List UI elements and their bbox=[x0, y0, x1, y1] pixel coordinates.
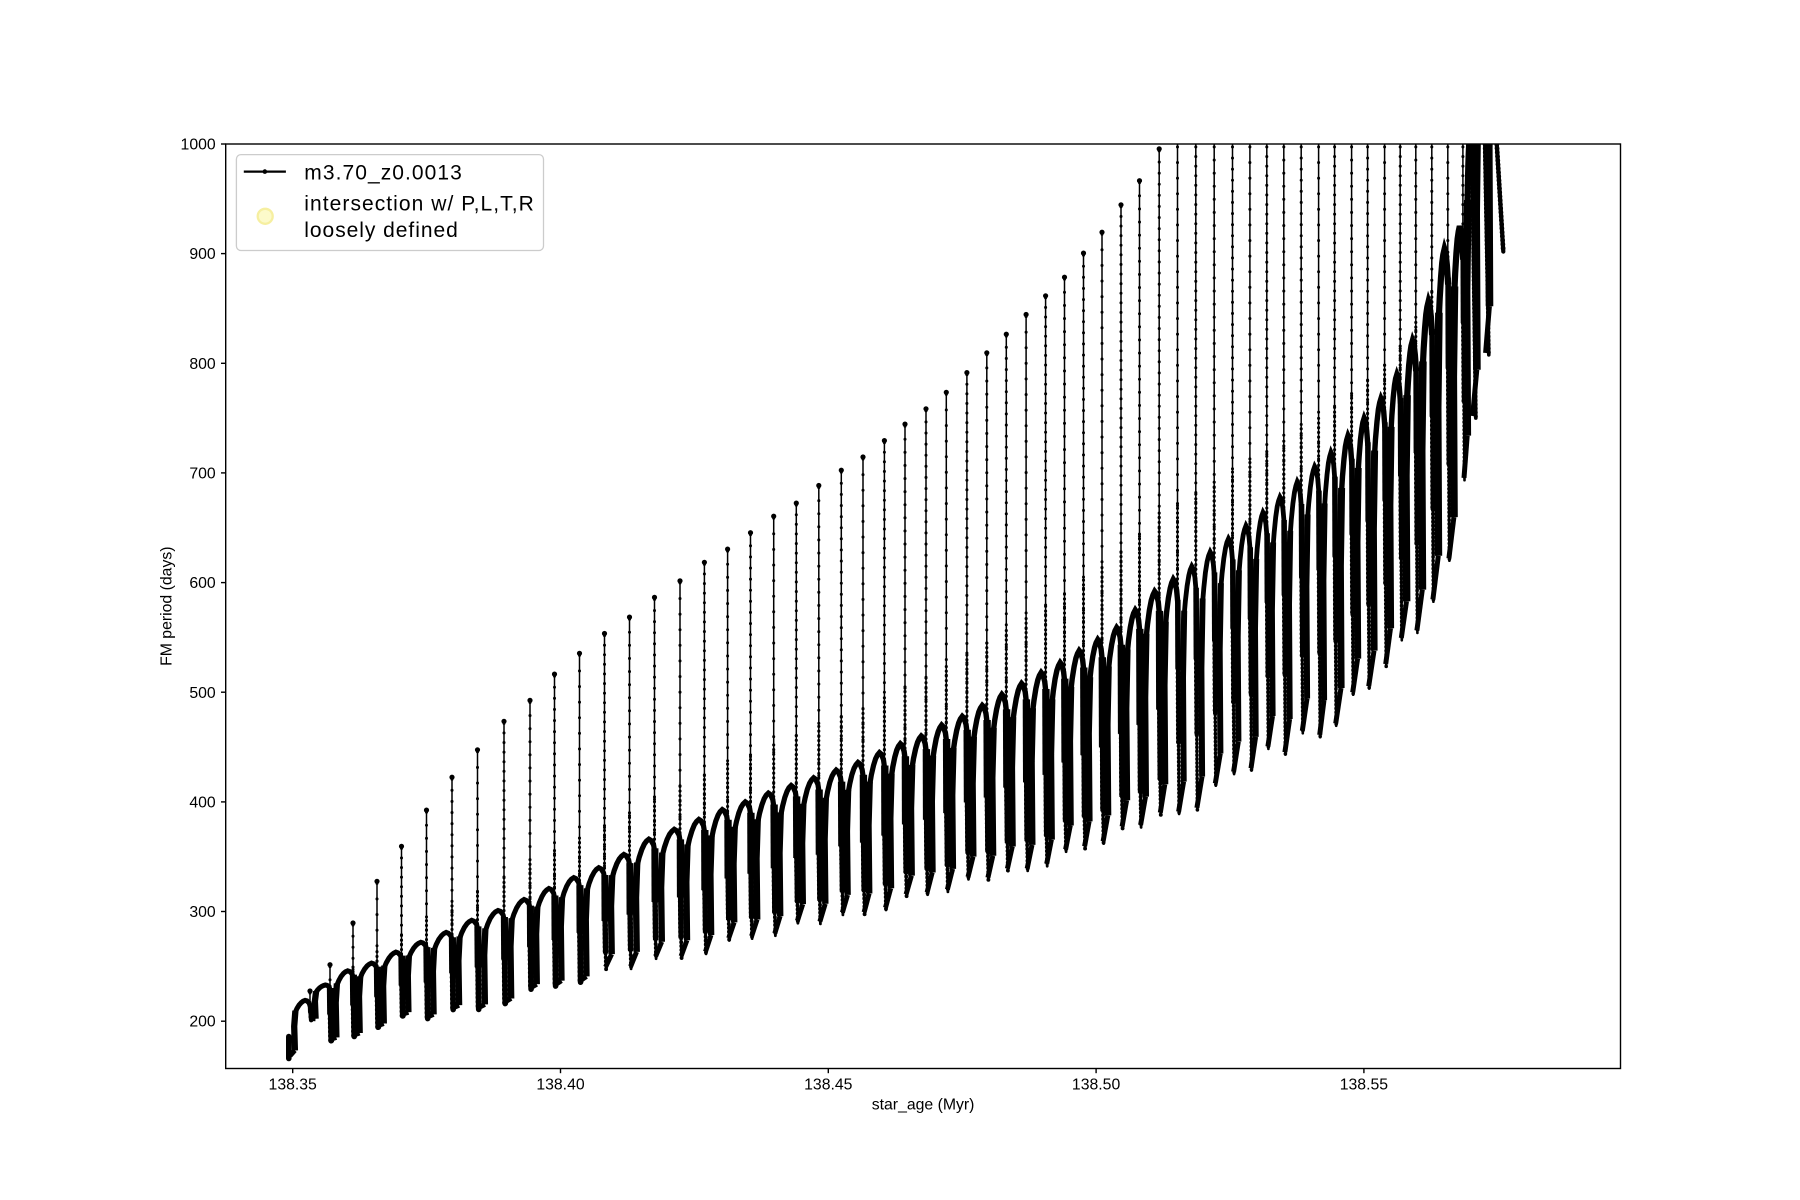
svg-text:400: 400 bbox=[189, 794, 216, 811]
svg-text:500: 500 bbox=[189, 685, 216, 702]
svg-text:m3.70_z0.0013: m3.70_z0.0013 bbox=[304, 161, 462, 184]
svg-text:138.45: 138.45 bbox=[804, 1077, 853, 1094]
svg-text:800: 800 bbox=[189, 356, 216, 373]
svg-text:138.40: 138.40 bbox=[536, 1077, 585, 1094]
svg-text:600: 600 bbox=[189, 575, 216, 592]
svg-text:star_age (Myr): star_age (Myr) bbox=[872, 1097, 975, 1114]
svg-text:200: 200 bbox=[189, 1014, 216, 1031]
svg-text:loosely defined: loosely defined bbox=[304, 219, 458, 242]
svg-text:138.55: 138.55 bbox=[1340, 1077, 1389, 1094]
svg-text:intersection w/ P,L,T,R: intersection w/ P,L,T,R bbox=[304, 193, 534, 216]
svg-text:900: 900 bbox=[189, 246, 216, 263]
svg-text:FM period (days): FM period (days) bbox=[159, 547, 176, 666]
svg-text:300: 300 bbox=[189, 904, 216, 921]
svg-text:138.35: 138.35 bbox=[269, 1077, 318, 1094]
svg-text:1000: 1000 bbox=[181, 137, 216, 154]
svg-text:700: 700 bbox=[189, 465, 216, 482]
svg-text:138.50: 138.50 bbox=[1072, 1077, 1121, 1094]
